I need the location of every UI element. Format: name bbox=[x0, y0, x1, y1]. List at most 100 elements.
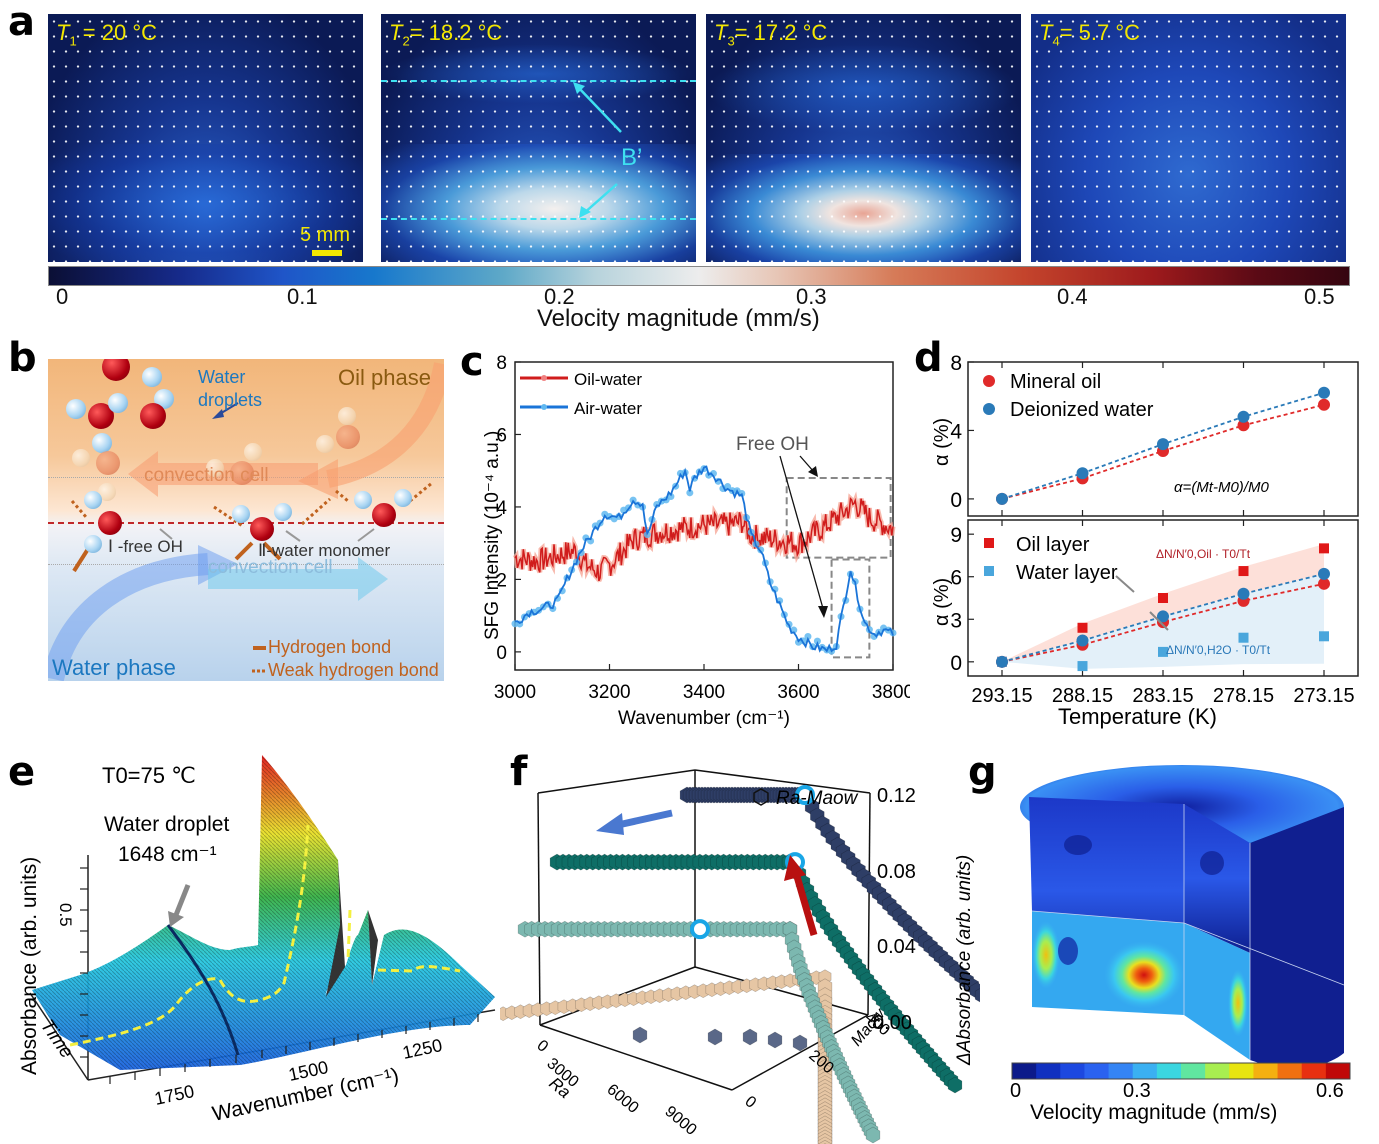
arrow-down-head bbox=[579, 206, 591, 218]
boundary-dotted-bottom bbox=[48, 564, 444, 565]
colorbar-g-title: Velocity magnitude (mm/s) bbox=[1030, 1101, 1277, 1124]
water-phase-label: Water phase bbox=[52, 655, 176, 680]
legend-mineral-oil-label: Mineral oil bbox=[1010, 371, 1101, 393]
data-point bbox=[996, 655, 1008, 668]
colorbar-tick: 0.3 bbox=[796, 284, 827, 309]
faded-hydrogen-atom bbox=[72, 449, 90, 467]
y-axis-title-bottom: α (%) bbox=[931, 578, 953, 626]
time-axis bbox=[29, 992, 89, 1081]
y-tick-label: 3 bbox=[950, 609, 962, 632]
data-point bbox=[1318, 567, 1330, 580]
legend-deionized-water-label: Deionized water bbox=[1010, 399, 1154, 421]
x-tick-label: 278.15 bbox=[1213, 685, 1274, 707]
faded-oxygen-atom bbox=[230, 461, 254, 485]
x-tick-label: 1250 bbox=[401, 1035, 444, 1063]
panel-f-chart: Ra-Maow 0.12 0.08 0.04 0.00 ΔAbsorbance … bbox=[500, 769, 980, 1144]
hydrogen-atom bbox=[142, 367, 162, 387]
x-tick-label: 3000 bbox=[494, 682, 536, 703]
air-water-point bbox=[790, 626, 798, 634]
axes-box bbox=[537, 769, 871, 1091]
x-tick-label: 3200 bbox=[588, 682, 630, 703]
free-oh-annotation: Free OH bbox=[736, 434, 809, 455]
data-point bbox=[1318, 398, 1330, 411]
legend-air-water-marker bbox=[541, 404, 547, 410]
data-point bbox=[1077, 661, 1088, 672]
piv-image-2: B’ T2= 18.2 °C bbox=[381, 14, 696, 262]
faded-hydrogen-atom bbox=[206, 459, 224, 477]
colorbar-segment bbox=[1012, 1063, 1037, 1079]
hydrogen-atom bbox=[84, 491, 102, 509]
cut-face-upper-right bbox=[1184, 804, 1250, 953]
data-point bbox=[1077, 622, 1088, 633]
air-water-point bbox=[686, 489, 694, 497]
oxygen-atom bbox=[140, 403, 166, 429]
y-tick-label: 4 bbox=[496, 498, 507, 519]
dashed-line-top bbox=[381, 80, 696, 82]
z-tick-label: 0.00 bbox=[873, 1012, 912, 1034]
hydrogen-atom bbox=[274, 503, 292, 521]
water-droplet-wavenumber: 1648 cm⁻¹ bbox=[118, 843, 217, 866]
ma-tick-label: 0 bbox=[741, 1093, 759, 1112]
data-point bbox=[1319, 631, 1329, 642]
y-tick-label: 9 bbox=[950, 524, 962, 547]
colorbar-tick: 0.1 bbox=[287, 284, 318, 309]
colorbar-tick: 0 bbox=[1010, 1080, 1021, 1102]
y-tick-label: 8 bbox=[950, 352, 962, 375]
colorbar-segment bbox=[1132, 1063, 1158, 1079]
hydrogen-atom bbox=[394, 489, 412, 507]
z-tick-label: 0.04 bbox=[877, 936, 916, 958]
weak-bond bbox=[409, 481, 433, 503]
floor-point bbox=[767, 1031, 783, 1049]
z-axis-title: ΔAbsorbance (arb. units) bbox=[954, 855, 975, 1066]
y-tick-label: 0 bbox=[496, 643, 507, 664]
fit-line bbox=[1001, 582, 1325, 663]
colorbar-segment bbox=[1301, 1063, 1327, 1079]
legend-deionized-water-marker bbox=[983, 403, 995, 415]
hydrogen-atom bbox=[84, 535, 102, 553]
water-formula: ΔN/N′0,H2O · T0/Tt bbox=[1166, 643, 1271, 657]
colorbar-segment bbox=[1036, 1063, 1061, 1079]
free-oh-arrow-1 bbox=[779, 455, 825, 613]
dashed-line-bottom bbox=[381, 218, 696, 220]
floor-point bbox=[742, 1028, 758, 1046]
temperature-label: T1 = 20 °C bbox=[56, 20, 158, 49]
panel-letter-a: a bbox=[8, 0, 35, 45]
arrow-up-line bbox=[576, 85, 622, 133]
data-point bbox=[1238, 566, 1249, 577]
hydrogen-atom bbox=[232, 505, 250, 523]
data-point bbox=[1318, 386, 1330, 399]
faded-hydrogen-atom bbox=[316, 435, 334, 453]
b-prime-label: B’ bbox=[621, 144, 643, 171]
scale-bar-label: 5 mm bbox=[300, 224, 350, 246]
legend-label: Ra-Maow bbox=[776, 788, 859, 809]
legend-oil-layer-marker bbox=[984, 538, 994, 548]
water-droplet-annotation: Water droplet bbox=[104, 813, 229, 836]
faded-hydrogen-atom bbox=[244, 443, 262, 461]
legend-water-layer-label: Water layer bbox=[1016, 562, 1118, 584]
data-point bbox=[1238, 632, 1249, 643]
y-tick-label: 0 bbox=[950, 652, 962, 675]
hydrogen-atom bbox=[66, 399, 86, 419]
data-point bbox=[1158, 593, 1168, 603]
blue-direction-arrow bbox=[617, 809, 673, 829]
legend-oil-water-label: Oil-water bbox=[574, 370, 642, 389]
legend-mineral-oil-marker bbox=[983, 375, 995, 387]
free-oh-label: Ⅰ -free OH bbox=[108, 537, 183, 556]
colorbar-segment bbox=[1156, 1063, 1182, 1079]
yellow-dashed-trace-2 bbox=[346, 909, 461, 973]
y-tick-label: 6 bbox=[496, 425, 507, 446]
weak-bond bbox=[213, 505, 245, 529]
velocity-side-left bbox=[1032, 921, 1060, 989]
colorbar-tick: 0.5 bbox=[1304, 284, 1335, 309]
air-water-line bbox=[514, 465, 894, 653]
data-point bbox=[1319, 543, 1329, 554]
hydrogen-atom bbox=[92, 433, 112, 453]
data-point bbox=[817, 1139, 833, 1144]
hydrogen-bond bbox=[72, 547, 90, 573]
water-droplets-label-2: droplets bbox=[198, 390, 263, 410]
x-tick-label: 288.15 bbox=[1052, 685, 1113, 707]
y-tick-label: 8 bbox=[496, 353, 507, 374]
y-axis-title-top: α (%) bbox=[931, 418, 953, 466]
water-monomer-label: Ⅱ-water monomer bbox=[258, 541, 391, 560]
oxygen-atom bbox=[102, 359, 130, 381]
